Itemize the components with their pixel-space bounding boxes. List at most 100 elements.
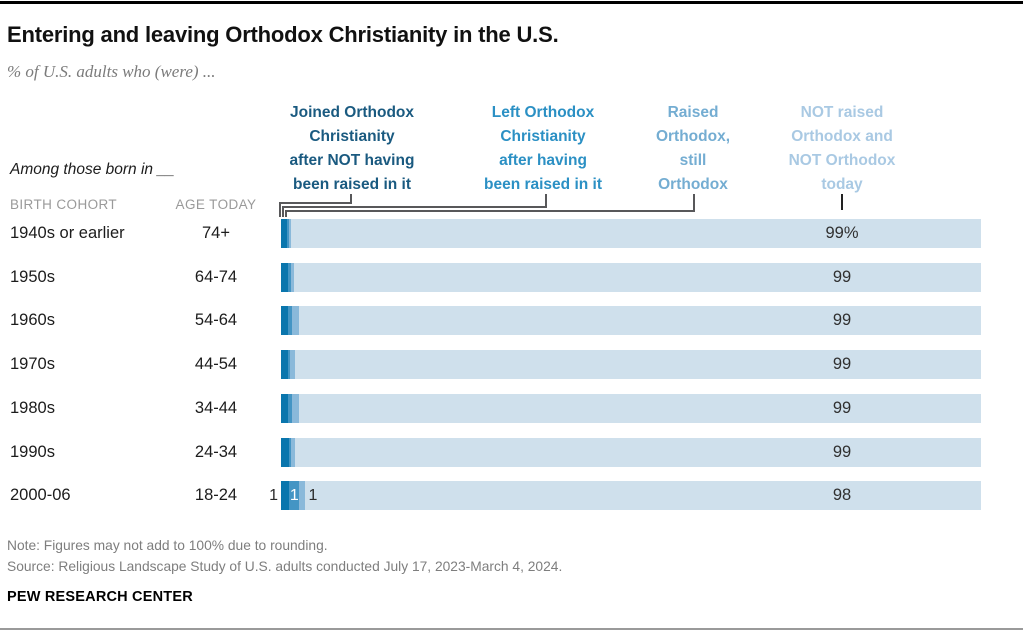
bar-row: 1990s 24-34 99 bbox=[0, 437, 1023, 467]
bar-segment-1 bbox=[281, 262, 288, 292]
top-rule bbox=[0, 1, 1023, 4]
connector-line bbox=[841, 194, 843, 210]
age-today-label: 18-24 bbox=[194, 486, 238, 505]
birth-cohort-label: 1970s bbox=[10, 355, 55, 374]
connector-line bbox=[282, 206, 284, 217]
birth-cohort-label: 1950s bbox=[10, 267, 55, 286]
chart-note: Note: Figures may not add to 100% due to… bbox=[7, 538, 328, 553]
birth-cohort-label: 1960s bbox=[10, 311, 55, 330]
bar-segment-3 bbox=[290, 262, 294, 292]
segment-label-joined: 1 bbox=[269, 487, 278, 505]
bar-segment-4 bbox=[294, 437, 981, 467]
bottom-rule bbox=[0, 628, 1023, 630]
bar-segment-2 bbox=[288, 306, 293, 336]
birth-cohort-caption: BIRTH COHORT bbox=[10, 197, 118, 212]
connector-line bbox=[282, 206, 547, 208]
bar-segment-3 bbox=[289, 219, 292, 248]
connector-line bbox=[279, 202, 352, 204]
connector-line bbox=[285, 210, 287, 217]
bar-segment-3 bbox=[299, 481, 306, 511]
value-label: 99 bbox=[832, 355, 852, 374]
series-header-4: NOT raised Orthodox and NOT Orthodox today bbox=[752, 101, 932, 197]
value-label: 99 bbox=[832, 398, 852, 417]
age-today-label: 54-64 bbox=[194, 311, 238, 330]
age-today-caption: AGE TODAY bbox=[175, 197, 257, 212]
stacked-bar: 99 bbox=[281, 306, 981, 336]
segment-label-left: 1 bbox=[289, 487, 299, 505]
chart-title: Entering and leaving Orthodox Christiani… bbox=[7, 22, 559, 47]
birth-cohort-label: 1980s bbox=[10, 398, 55, 417]
connector-line bbox=[279, 202, 281, 217]
series-header-line: after having bbox=[499, 152, 587, 169]
value-label: 99 bbox=[832, 442, 852, 461]
bar-segment-4 bbox=[294, 350, 981, 380]
age-today-label: 74+ bbox=[202, 224, 230, 242]
series-header-line: been raised in it bbox=[483, 176, 602, 193]
bar-segment-3 bbox=[291, 393, 299, 423]
pew-research-center-footer: PEW RESEARCH CENTER bbox=[7, 589, 193, 605]
series-header-line: Left Orthodox bbox=[491, 104, 595, 121]
series-header-line: Joined Orthodox bbox=[290, 104, 414, 121]
series-header-line: today bbox=[821, 176, 863, 193]
series-header-line: NOT raised bbox=[800, 104, 884, 121]
chart-source: Source: Religious Landscape Study of U.S… bbox=[7, 559, 563, 574]
series-header-line: Orthodox, bbox=[655, 128, 731, 145]
value-label: 99% bbox=[825, 224, 859, 242]
bar-row: 2000-06 18-24 98 1 1 1 bbox=[0, 481, 1023, 511]
bar-segment-1 bbox=[281, 481, 290, 511]
stacked-bar: 99 bbox=[281, 262, 981, 292]
birth-cohort-label: 1940s or earlier bbox=[10, 224, 125, 242]
bar-segment-2 bbox=[288, 437, 291, 467]
bar-row: 1980s 34-44 99 bbox=[0, 393, 1023, 423]
bar-segment-1 bbox=[281, 306, 288, 336]
series-header-line: been raised in it bbox=[292, 176, 411, 193]
bar-segment-2 bbox=[288, 393, 292, 423]
series-header-line: after NOT having bbox=[289, 152, 415, 169]
birth-cohort-label: 2000-06 bbox=[10, 486, 71, 505]
bar-segment-3 bbox=[290, 437, 295, 467]
bar-segment-2 bbox=[289, 481, 300, 511]
stacked-bar: 99 bbox=[281, 393, 981, 423]
stacked-bar: 99 bbox=[281, 437, 981, 467]
bar-segment-3 bbox=[292, 306, 300, 336]
bar-row: 1940s or earlier 74+ 99% bbox=[0, 219, 1023, 248]
bar-segment-4 bbox=[305, 481, 981, 511]
chart-subtitle: % of U.S. adults who (were) ... bbox=[7, 62, 216, 81]
bar-segment-1 bbox=[281, 393, 288, 423]
segment-label-raised: 1 bbox=[308, 487, 318, 505]
series-header-1: Joined Orthodox Christianity after NOT hav… bbox=[252, 101, 452, 197]
bar-segment-3 bbox=[290, 350, 295, 380]
bar-segment-1 bbox=[281, 350, 288, 380]
bar-row: 1970s 44-54 99 bbox=[0, 350, 1023, 380]
stacked-bar: 99 bbox=[281, 350, 981, 380]
bar-segment-1 bbox=[281, 437, 289, 467]
series-header-3: Raised Orthodox, still Orthodox bbox=[623, 101, 763, 197]
bar-segment-2 bbox=[288, 262, 291, 292]
series-header-line: NOT Orthodox bbox=[788, 152, 896, 169]
bar-segment-1 bbox=[281, 219, 288, 248]
connector-line bbox=[545, 194, 547, 207]
value-label: 99 bbox=[832, 311, 852, 330]
bar-segment-4 bbox=[291, 219, 981, 248]
bar-row: 1960s 54-64 99 bbox=[0, 306, 1023, 336]
bar-row: 1950s 64-74 99 bbox=[0, 262, 1023, 292]
series-header-line: Raised bbox=[667, 104, 719, 121]
series-header-line: Christianity bbox=[309, 128, 395, 145]
value-label: 99 bbox=[832, 267, 852, 286]
bar-segment-2 bbox=[288, 350, 291, 380]
connector-line bbox=[693, 194, 695, 211]
age-today-label: 64-74 bbox=[194, 267, 238, 286]
series-header-line: Orthodox and bbox=[791, 128, 893, 145]
series-header-line: still bbox=[679, 152, 707, 169]
connector-line bbox=[350, 194, 352, 203]
bar-segment-4 bbox=[299, 306, 981, 336]
age-today-label: 44-54 bbox=[194, 355, 238, 374]
bar-segment-2 bbox=[287, 219, 290, 248]
series-header-line: Orthodox bbox=[658, 176, 728, 193]
bar-segment-4 bbox=[293, 262, 981, 292]
value-label: 98 bbox=[832, 486, 852, 505]
bar-segment-4 bbox=[298, 393, 981, 423]
series-header-2: Left Orthodox Christianity after having bee… bbox=[448, 101, 638, 197]
birth-cohort-label: 1990s bbox=[10, 442, 55, 461]
